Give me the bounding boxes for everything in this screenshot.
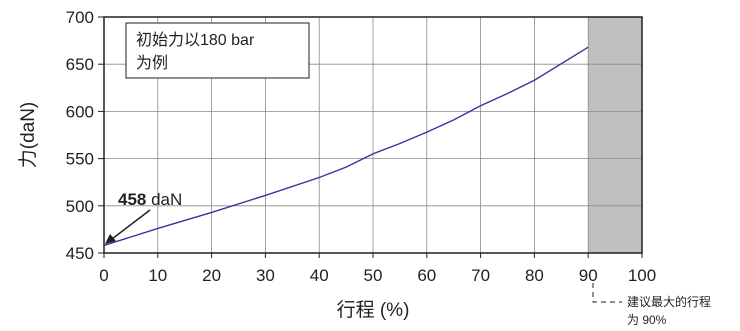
x-tick-label: 0 [99, 266, 108, 285]
x-tick-label: 10 [148, 266, 167, 285]
note-line2: 为 90% [627, 313, 667, 327]
note-line1: 建议最大的行程 [627, 294, 711, 309]
x-tick-label: 30 [256, 266, 275, 285]
y-tick-label: 550 [66, 150, 94, 169]
x-axis: 0 10 20 30 40 50 60 70 80 90 100 [99, 253, 656, 285]
start-value-unit: daN [146, 190, 182, 209]
max-stroke-shaded-region [588, 17, 642, 253]
y-axis-title: 力(daN) [17, 102, 39, 169]
y-axis: 450 500 550 600 650 700 [66, 8, 104, 263]
y-tick-label: 700 [66, 8, 94, 27]
note-leader-line [592, 283, 622, 303]
x-tick-label: 80 [525, 266, 544, 285]
annotation-box-line2: 为例 [136, 54, 168, 72]
x-tick-label: 50 [364, 266, 383, 285]
y-tick-label: 450 [66, 244, 94, 263]
x-axis-title: 行程 (%) [337, 299, 410, 321]
annotation-box-line1: 初始力以180 bar [136, 31, 255, 49]
y-tick-label: 500 [66, 197, 94, 216]
x-tick-label: 70 [471, 266, 490, 285]
x-tick-label: 60 [417, 266, 436, 285]
x-tick-label: 40 [310, 266, 329, 285]
annotation-box [125, 22, 310, 79]
y-tick-label: 600 [66, 102, 94, 121]
start-annotation-arrow-line [111, 209, 151, 240]
start-annotation-arrowhead [105, 234, 116, 244]
y-tick-label: 650 [66, 55, 94, 74]
x-tick-label: 100 [628, 266, 656, 285]
force-series-line [103, 46, 589, 247]
x-tick-label: 90 [579, 266, 598, 285]
start-value-annotation: 458 daN [118, 190, 182, 209]
start-value-number: 458 [118, 190, 146, 209]
x-tick-label: 20 [202, 266, 221, 285]
